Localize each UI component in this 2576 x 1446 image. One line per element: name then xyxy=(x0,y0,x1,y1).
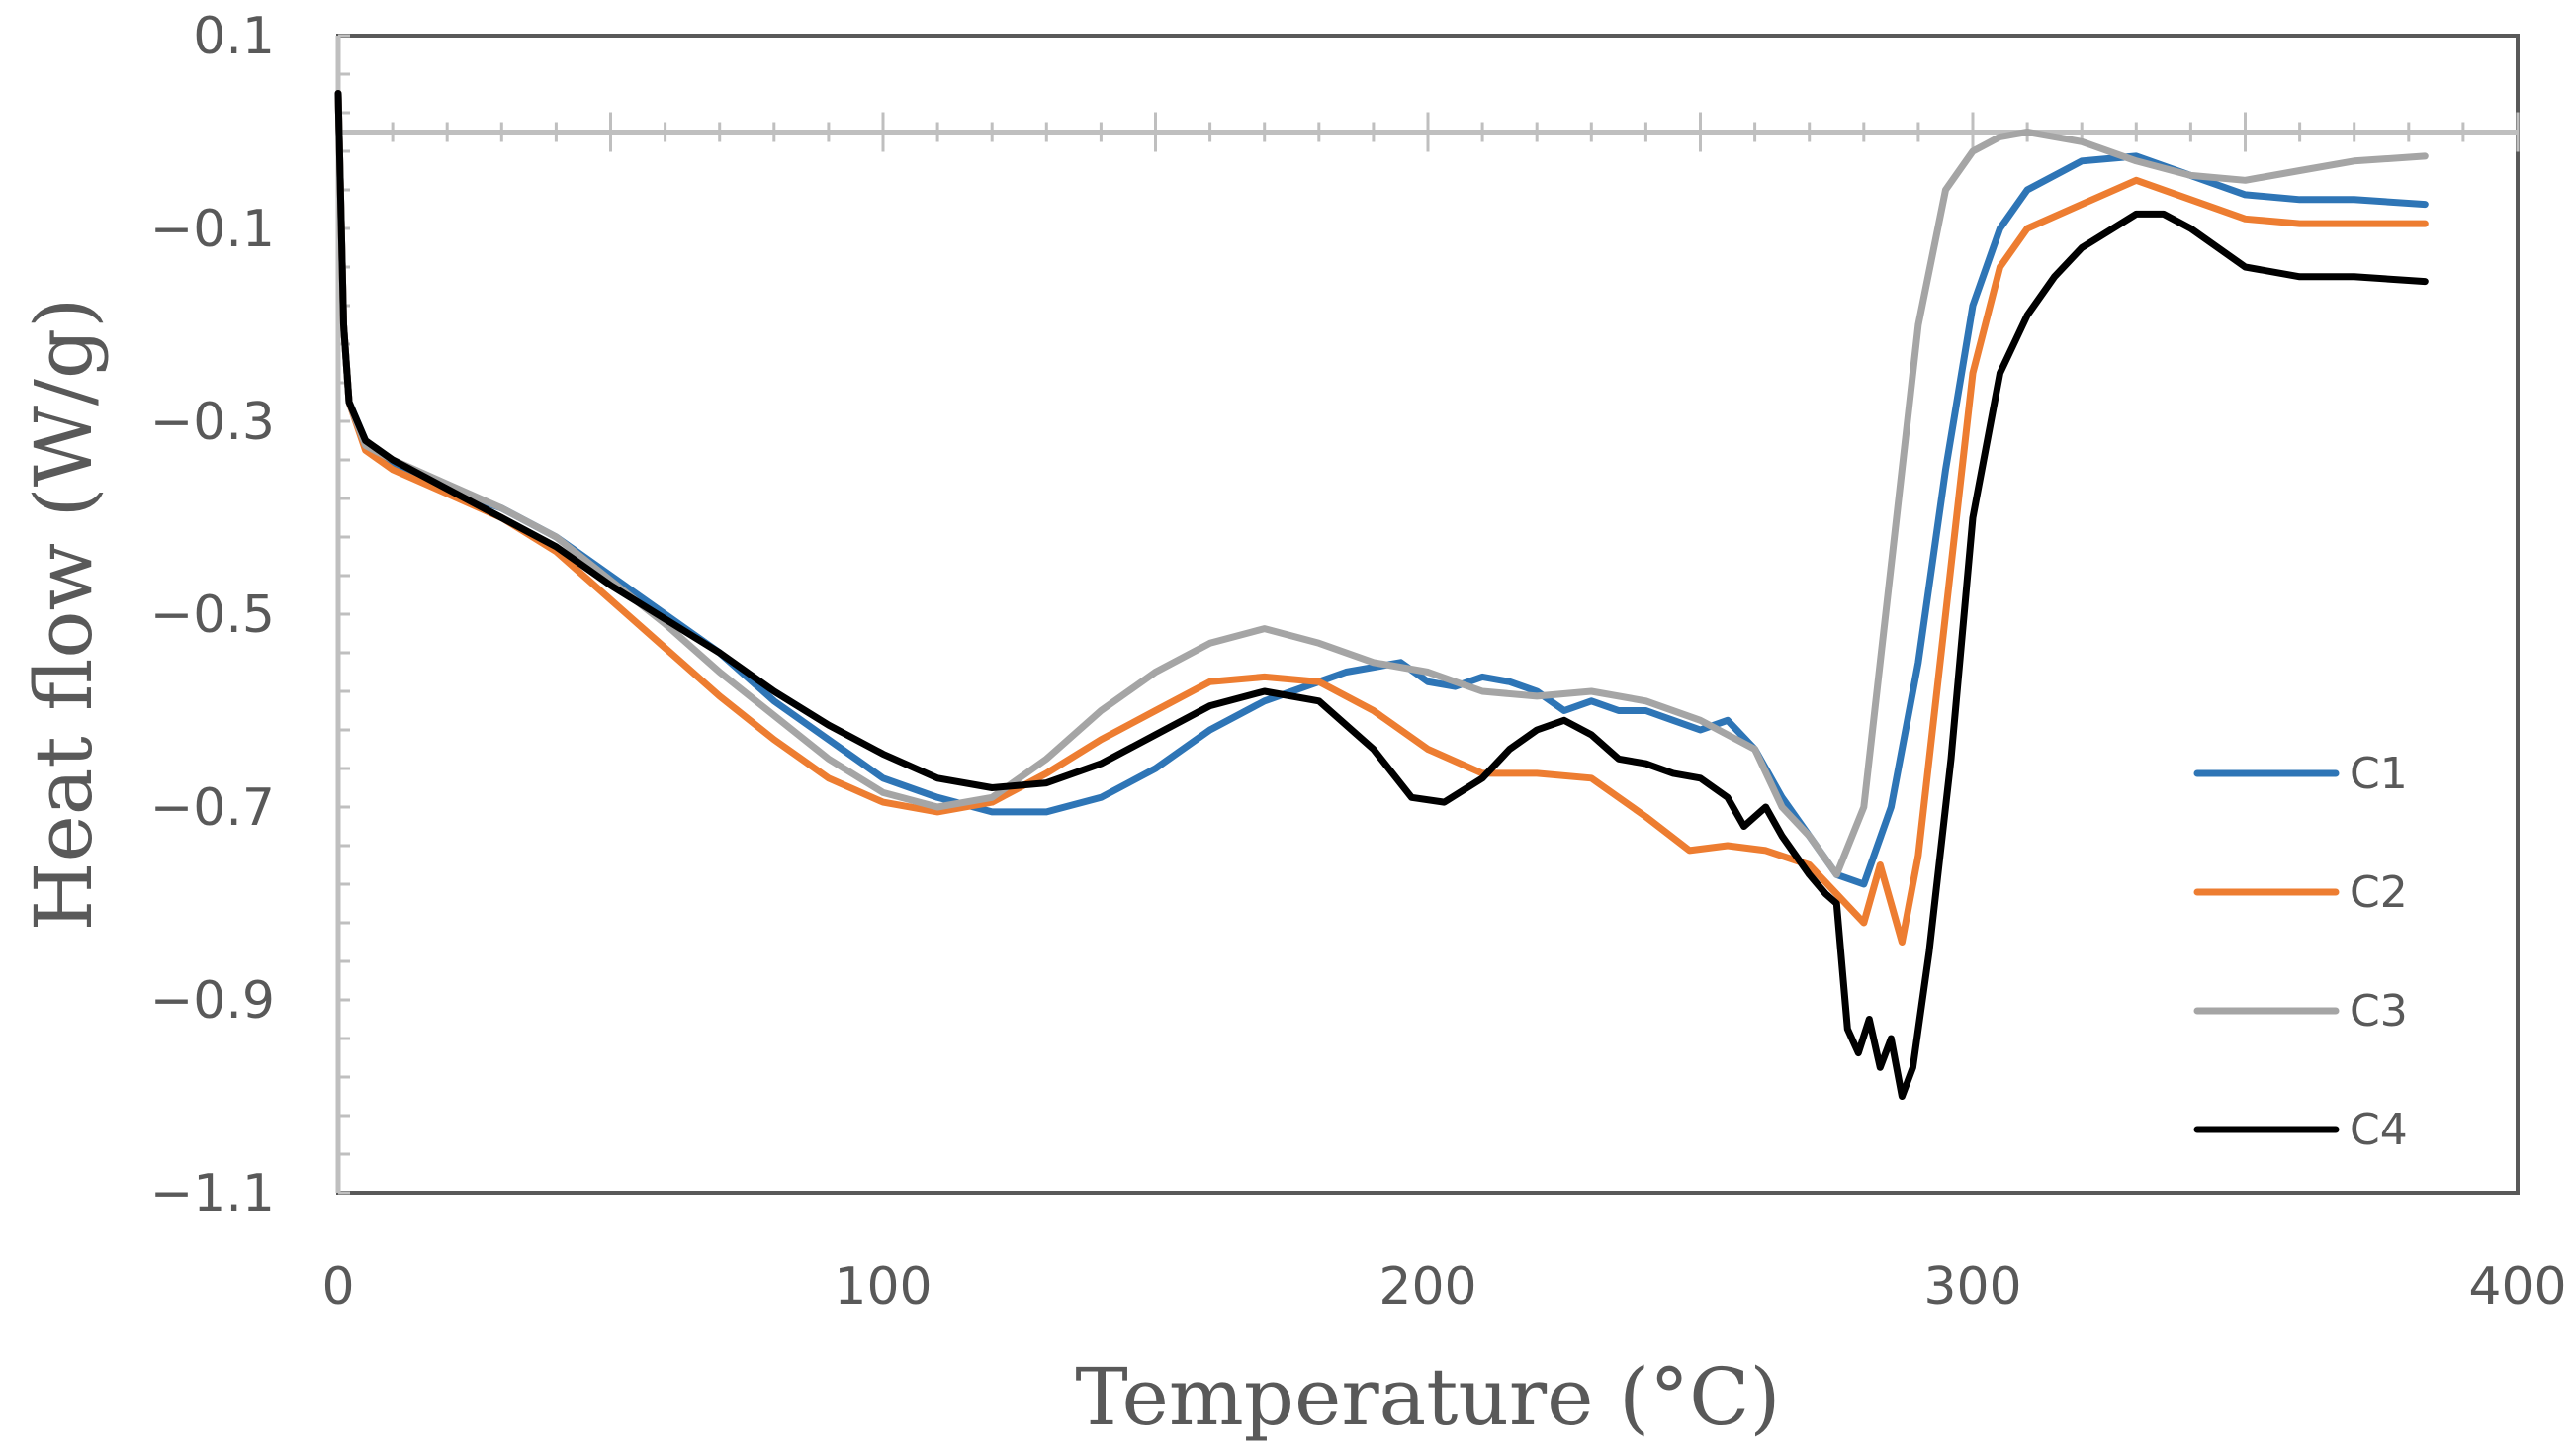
x-tick-label: 400 xyxy=(2468,1257,2566,1316)
y-tick-label: 0.1 xyxy=(193,7,275,66)
legend-label-c4: C4 xyxy=(2350,1105,2408,1155)
y-tick-label: −1.1 xyxy=(150,1164,275,1223)
series-line-c3 xyxy=(334,90,2429,878)
y-axis-title: Heat flow (W/g) xyxy=(18,298,110,932)
x-tick-label: 200 xyxy=(1378,1257,1476,1316)
y-tick-label: −0.9 xyxy=(150,971,275,1031)
series-line-c2 xyxy=(334,90,2429,946)
legend: C1 C2 C3 C4 xyxy=(2193,749,2408,1155)
x-tick-label: 100 xyxy=(834,1257,932,1316)
series-line-c1 xyxy=(334,90,2429,888)
series-group xyxy=(334,90,2429,1100)
legend-label-c3: C3 xyxy=(2350,986,2408,1037)
y-tick-label: −0.3 xyxy=(150,393,275,452)
y-tick-label: −0.5 xyxy=(150,586,275,645)
x-tick-label: 0 xyxy=(321,1257,354,1316)
series-line-c4 xyxy=(334,90,2429,1100)
y-tick-label: −0.1 xyxy=(150,200,275,259)
x-axis-title: Temperature (°C) xyxy=(1075,1351,1780,1443)
x-tick-label: 300 xyxy=(1923,1257,2021,1316)
tick-labels: 0 100 200 300 400 0.1 −0.1 −0.3 −0.5 −0.7 −0.9 −1.1 xyxy=(150,7,2567,1316)
legend-label-c1: C1 xyxy=(2350,749,2408,799)
y-tick-label: −0.7 xyxy=(150,778,275,838)
legend-label-c2: C2 xyxy=(2350,867,2408,918)
